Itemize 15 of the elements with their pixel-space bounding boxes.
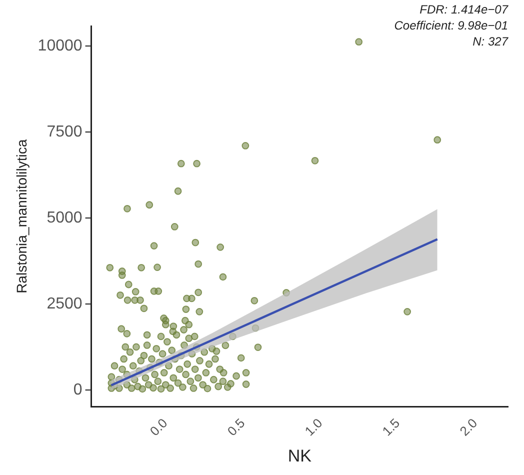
annotation: N: 327 [472,34,510,48]
x-tick-label: 0.0 [146,415,170,439]
y-tick-label: 5000 [46,209,82,226]
x-tick-label: 1.0 [302,415,326,439]
x-tick-label: 0.5 [224,415,248,439]
x-axis-title: NK [288,446,312,466]
y-tick-label: 2500 [46,295,82,312]
y-tick-label: 7500 [46,123,82,140]
text: FDR: 1.414e−07 [420,2,510,16]
x-tick-label: 2.0 [456,415,480,439]
y-axis-title: Ralstonia_mannitolilytica [13,139,30,294]
x-tick-label: 1.5 [379,415,403,439]
annotation: Coefficient: 9.98e−01 [394,18,508,32]
y-tick-label: 0 [73,381,82,398]
y-tick-label: 10000 [38,37,82,54]
